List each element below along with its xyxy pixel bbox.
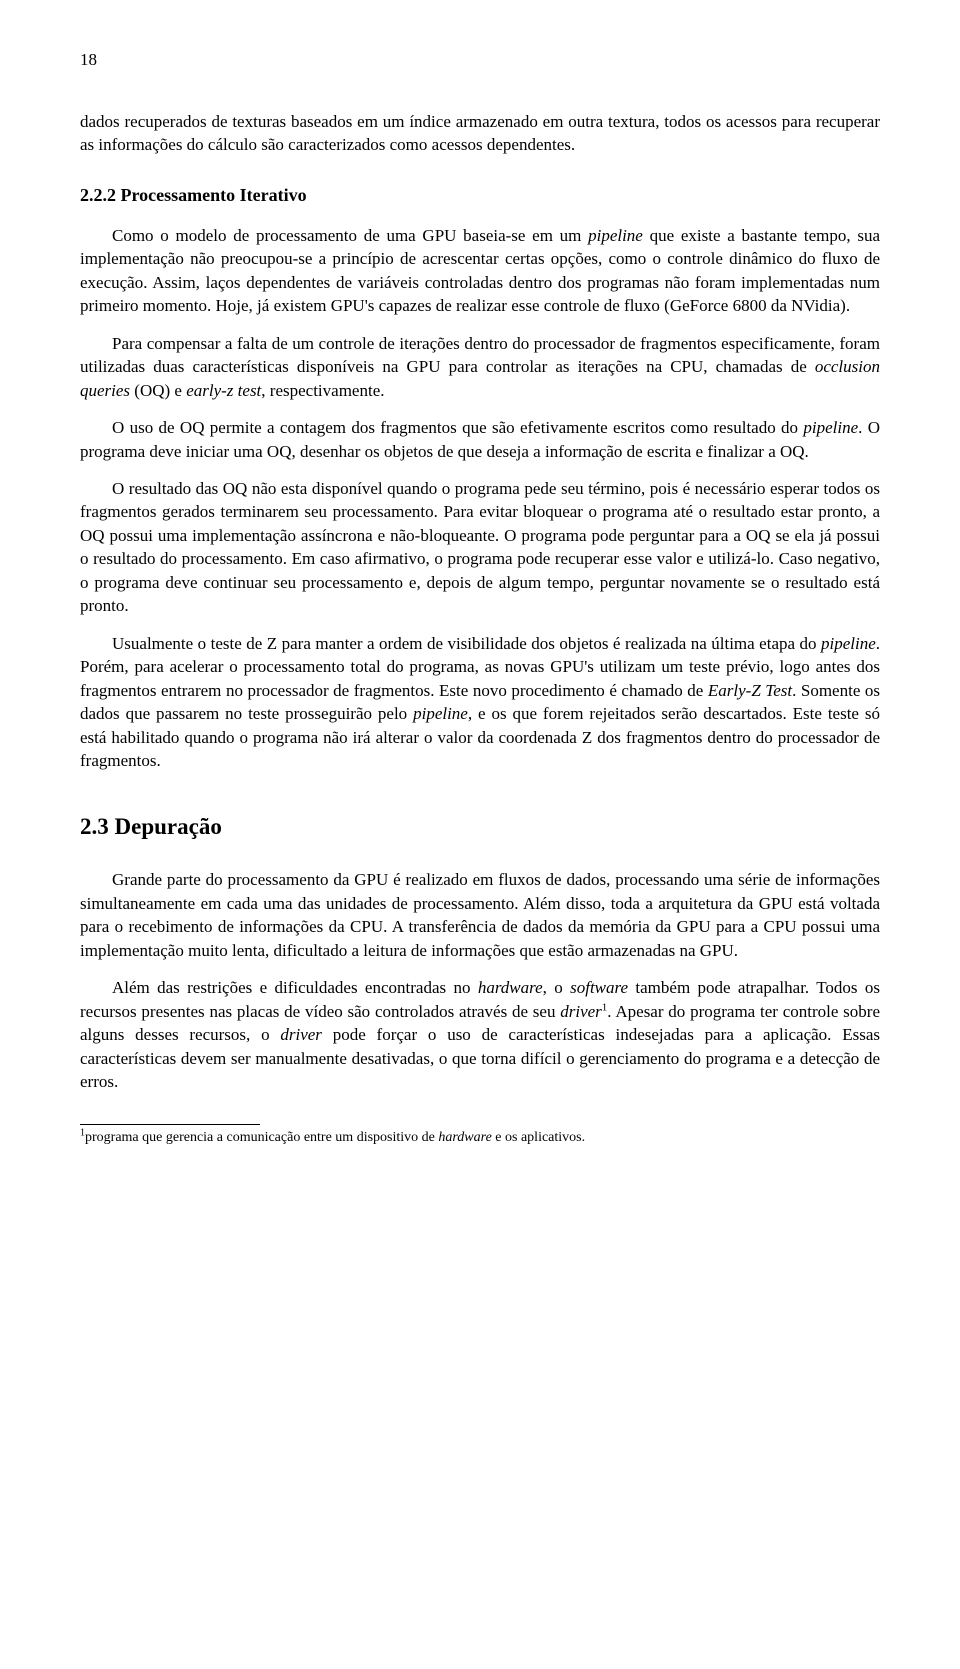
italic-pipeline: pipeline xyxy=(803,418,858,437)
text-run: Usualmente o teste de Z para manter a or… xyxy=(112,634,821,653)
paragraph: Usualmente o teste de Z para manter a or… xyxy=(80,632,880,773)
text-run: , o xyxy=(543,978,570,997)
text-run: , respectivamente. xyxy=(261,381,384,400)
text-run: Como o modelo de processamento de uma GP… xyxy=(112,226,588,245)
italic-pipeline: pipeline xyxy=(588,226,643,245)
footnote: 1programa que gerencia a comunicação ent… xyxy=(80,1129,880,1147)
text-run: (OQ) e xyxy=(130,381,186,400)
paragraph: dados recuperados de texturas baseados e… xyxy=(80,110,880,157)
text-run: Para compensar a falta de um controle de… xyxy=(80,334,880,376)
paragraph: O uso de OQ permite a contagem dos fragm… xyxy=(80,416,880,463)
section-heading-23: 2.3 Depuração xyxy=(80,814,880,840)
paragraph: Para compensar a falta de um controle de… xyxy=(80,332,880,402)
text-run: Além das restrições e dificuldades encon… xyxy=(112,978,478,997)
italic-early-z-test: Early-Z Test xyxy=(708,681,792,700)
page-number: 18 xyxy=(80,50,880,70)
italic-early-z-test: early-z test xyxy=(186,381,261,400)
footnote-text: e os aplicativos. xyxy=(492,1130,585,1145)
paragraph: O resultado das OQ não esta disponível q… xyxy=(80,477,880,618)
italic-software: software xyxy=(570,978,628,997)
footnote-separator xyxy=(80,1124,260,1125)
italic-driver: driver xyxy=(560,1002,602,1021)
text-run: O uso de OQ permite a contagem dos fragm… xyxy=(112,418,803,437)
italic-pipeline: pipeline xyxy=(413,704,468,723)
paragraph: Além das restrições e dificuldades encon… xyxy=(80,976,880,1093)
italic-hardware: hardware xyxy=(478,978,543,997)
section-heading-222: 2.2.2 Processamento Iterativo xyxy=(80,185,880,206)
italic-pipeline: pipeline xyxy=(821,634,876,653)
document-page: 18 dados recuperados de texturas baseado… xyxy=(0,0,960,1669)
italic-hardware: hardware xyxy=(438,1130,491,1145)
paragraph: Como o modelo de processamento de uma GP… xyxy=(80,224,880,318)
footnote-text: programa que gerencia a comunicação entr… xyxy=(85,1130,438,1145)
paragraph: Grande parte do processamento da GPU é r… xyxy=(80,868,880,962)
italic-driver: driver xyxy=(280,1025,322,1044)
